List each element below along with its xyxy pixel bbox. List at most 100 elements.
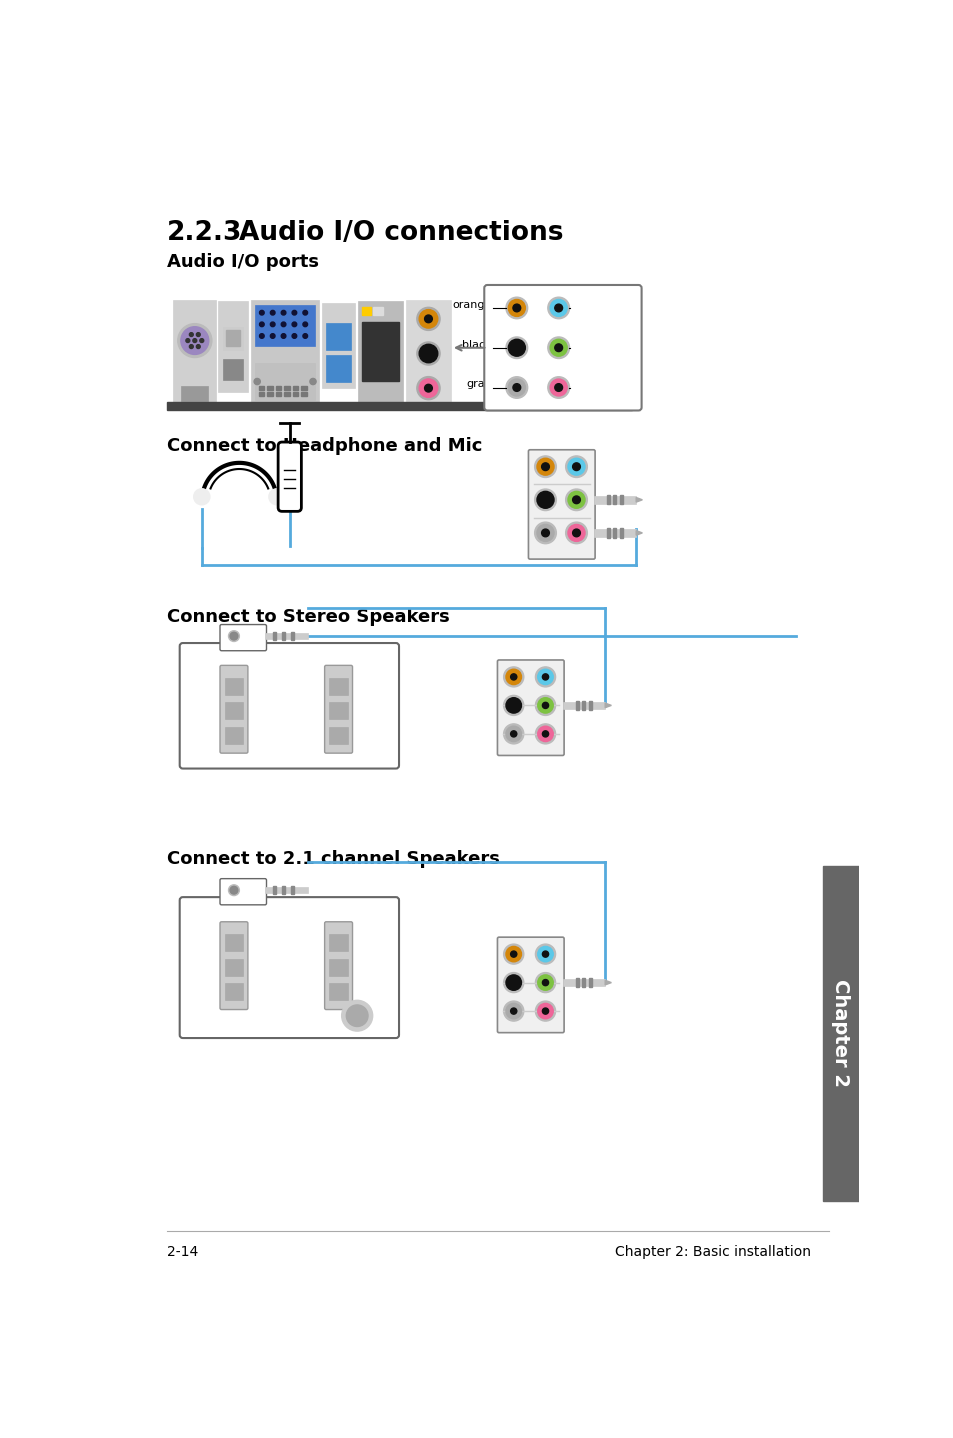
- FancyBboxPatch shape: [528, 450, 595, 559]
- Circle shape: [541, 496, 549, 503]
- Circle shape: [229, 631, 239, 641]
- Circle shape: [270, 334, 274, 338]
- Text: orange: orange: [452, 301, 492, 309]
- Circle shape: [264, 485, 289, 509]
- Circle shape: [418, 380, 437, 397]
- Text: gray: gray: [466, 380, 492, 390]
- Bar: [258, 393, 264, 395]
- Bar: [282, 886, 285, 894]
- Circle shape: [259, 311, 264, 315]
- Circle shape: [534, 489, 556, 510]
- Circle shape: [535, 1001, 555, 1021]
- Circle shape: [510, 979, 517, 985]
- Circle shape: [418, 344, 437, 362]
- Bar: [373, 308, 382, 315]
- Bar: [293, 385, 298, 390]
- Circle shape: [503, 945, 523, 963]
- Circle shape: [535, 972, 555, 992]
- Bar: [284, 385, 290, 390]
- Circle shape: [269, 489, 284, 505]
- Circle shape: [270, 311, 274, 315]
- Bar: [326, 355, 351, 383]
- Bar: [581, 700, 585, 710]
- Bar: [224, 935, 243, 951]
- Circle shape: [424, 384, 432, 393]
- Bar: [329, 959, 348, 975]
- Bar: [619, 495, 622, 505]
- Circle shape: [281, 311, 286, 315]
- Bar: [273, 886, 275, 894]
- Circle shape: [177, 324, 212, 358]
- Circle shape: [555, 384, 562, 391]
- Circle shape: [537, 1004, 553, 1018]
- Bar: [254, 305, 315, 347]
- Bar: [619, 528, 622, 538]
- Bar: [265, 633, 307, 638]
- Circle shape: [535, 945, 555, 963]
- Circle shape: [505, 377, 527, 398]
- Text: 2.2.3: 2.2.3: [167, 220, 242, 246]
- Circle shape: [310, 378, 315, 384]
- Circle shape: [503, 972, 523, 992]
- Circle shape: [193, 339, 196, 342]
- Polygon shape: [636, 531, 641, 535]
- Circle shape: [513, 344, 520, 351]
- Circle shape: [510, 1008, 517, 1014]
- Bar: [267, 385, 273, 390]
- Circle shape: [190, 345, 193, 348]
- Circle shape: [253, 378, 260, 384]
- Polygon shape: [636, 498, 641, 502]
- Circle shape: [190, 485, 214, 509]
- Text: Connect to 2.1 channel Speakers: Connect to 2.1 channel Speakers: [167, 850, 499, 869]
- Circle shape: [541, 463, 549, 470]
- Bar: [361, 322, 398, 381]
- Bar: [562, 702, 604, 709]
- Bar: [254, 364, 315, 400]
- Circle shape: [259, 322, 264, 326]
- Text: Connect to Headphone and Mic: Connect to Headphone and Mic: [167, 437, 482, 454]
- Text: light blue: light blue: [568, 301, 620, 309]
- Bar: [606, 528, 609, 538]
- FancyBboxPatch shape: [324, 666, 353, 754]
- Circle shape: [503, 667, 523, 687]
- Text: Audio I/O ports: Audio I/O ports: [167, 253, 319, 272]
- Polygon shape: [604, 703, 611, 707]
- Circle shape: [547, 377, 569, 398]
- Circle shape: [572, 463, 579, 470]
- Circle shape: [567, 492, 584, 508]
- Circle shape: [230, 633, 237, 640]
- Circle shape: [281, 322, 286, 326]
- Bar: [291, 886, 294, 894]
- Bar: [357, 301, 402, 407]
- Circle shape: [281, 334, 286, 338]
- Circle shape: [542, 979, 548, 985]
- Bar: [224, 959, 243, 975]
- Bar: [576, 978, 578, 988]
- Circle shape: [196, 332, 200, 336]
- Circle shape: [346, 1005, 368, 1027]
- Bar: [273, 633, 275, 640]
- Text: Chapter 2: Chapter 2: [830, 979, 849, 1087]
- Bar: [224, 728, 243, 743]
- Bar: [593, 529, 636, 536]
- Circle shape: [547, 298, 569, 319]
- FancyBboxPatch shape: [220, 666, 248, 754]
- Text: AUDIO
INPUTS: AUDIO INPUTS: [229, 881, 261, 902]
- Circle shape: [535, 667, 555, 687]
- Bar: [267, 393, 273, 395]
- Circle shape: [503, 696, 523, 716]
- Circle shape: [565, 456, 587, 477]
- Circle shape: [510, 674, 517, 680]
- Circle shape: [550, 380, 567, 395]
- Bar: [284, 393, 290, 395]
- Circle shape: [537, 975, 553, 991]
- Circle shape: [292, 334, 296, 338]
- FancyBboxPatch shape: [179, 897, 398, 1038]
- Bar: [265, 887, 307, 893]
- FancyBboxPatch shape: [324, 922, 353, 1009]
- FancyBboxPatch shape: [220, 879, 266, 905]
- Circle shape: [555, 303, 562, 312]
- Circle shape: [341, 1001, 373, 1031]
- Bar: [406, 299, 451, 407]
- Circle shape: [508, 380, 525, 395]
